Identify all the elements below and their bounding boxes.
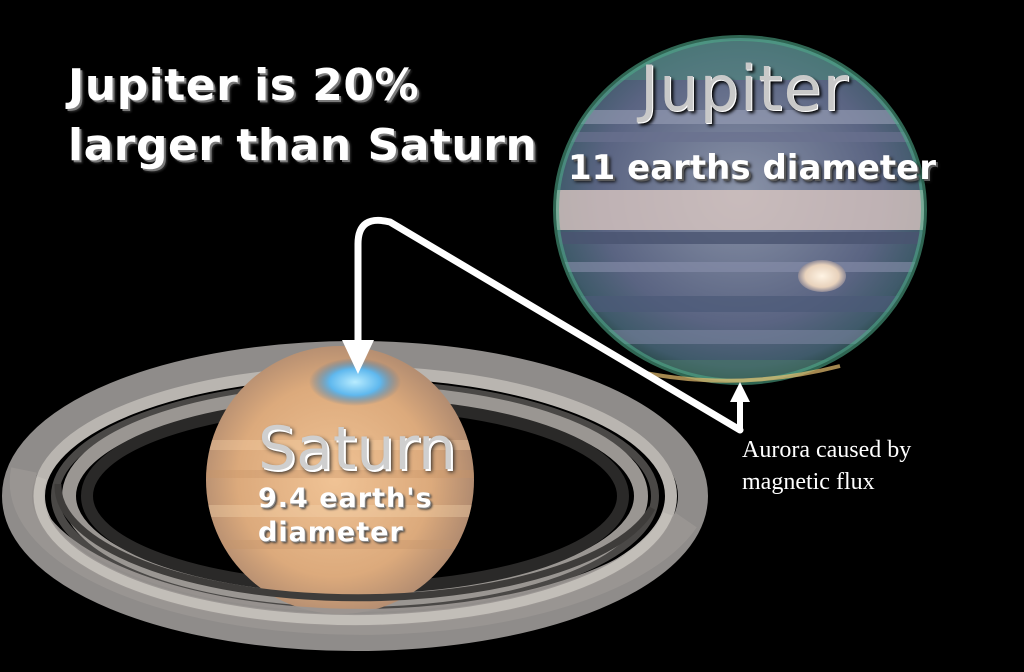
connector-line xyxy=(354,216,744,434)
saturn-diameter-line-1: 9.4 earth's xyxy=(258,483,433,514)
aurora-annotation-line-2: magnetic flux xyxy=(742,469,875,495)
headline: Jupiter is 20% larger than Saturn xyxy=(68,56,537,176)
arrow-up-icon xyxy=(730,382,750,402)
saturn-diameter-line-2: diameter xyxy=(258,517,404,548)
saturn-title: Saturn xyxy=(258,414,457,484)
aurora-annotation-line-1: Aurora caused by xyxy=(742,437,912,463)
headline-line-1: Jupiter is 20% xyxy=(68,60,420,111)
saturn-diameter-label: 9.4 earth's diameter xyxy=(258,482,458,550)
arrow-down-icon xyxy=(342,340,374,374)
aurora-annotation: Aurora caused by magnetic flux xyxy=(742,434,982,498)
great-red-spot xyxy=(798,260,846,292)
saturn-aurora xyxy=(309,358,401,406)
saturn-planet xyxy=(206,346,474,614)
jupiter-diameter-label: 11 earths diameter xyxy=(568,148,936,188)
jupiter-aurora xyxy=(639,364,841,383)
jupiter-title: Jupiter xyxy=(640,52,850,125)
headline-line-2: larger than Saturn xyxy=(68,120,538,171)
